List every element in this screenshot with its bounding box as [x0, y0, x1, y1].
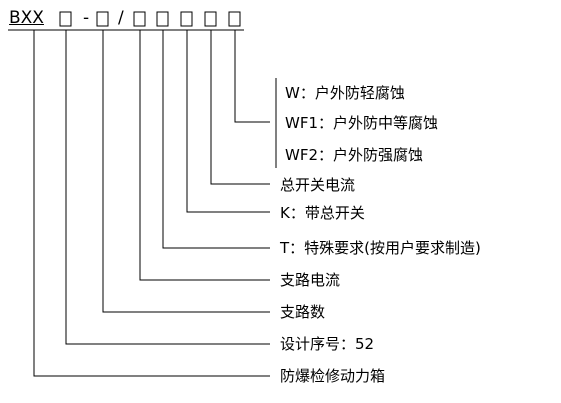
line-branch-count: [102, 30, 270, 313]
line-k: [186, 30, 270, 213]
label-wf2: WF2：户外防强腐蚀: [285, 146, 424, 164]
model-dash: -: [83, 8, 90, 28]
label-main-switch-current: 总开关电流: [280, 176, 356, 194]
code-box-corrosion: [228, 11, 241, 27]
model-slash: /: [118, 8, 124, 28]
label-wf1: WF1：户外防中等腐蚀: [285, 114, 439, 132]
label-product-name: 防爆检修动力箱: [280, 367, 386, 385]
line-t: [162, 30, 270, 249]
line-design-serial: [65, 30, 270, 345]
label-w: W：户外防轻腐蚀: [285, 84, 405, 102]
code-box-branch-current: [133, 11, 146, 27]
label-design-serial: 设计序号：52: [280, 335, 375, 353]
code-box-design-serial: [59, 11, 72, 27]
code-box-branch-count: [96, 11, 109, 27]
label-branch-current: 支路电流: [280, 271, 341, 289]
code-box-main-switch: [180, 11, 193, 27]
line-product-name: [33, 30, 270, 377]
label-branch-count: 支路数: [280, 303, 326, 321]
label-k: K：带总开关: [280, 204, 365, 222]
line-corrosion: [234, 30, 270, 123]
line-main-switch-current: [210, 30, 270, 185]
code-box-main-current: [204, 11, 217, 27]
model-prefix: BXX: [9, 8, 44, 28]
code-box-special: [156, 11, 169, 27]
label-t: T：特殊要求(按用户要求制造): [280, 239, 481, 257]
line-branch-current: [139, 30, 270, 281]
